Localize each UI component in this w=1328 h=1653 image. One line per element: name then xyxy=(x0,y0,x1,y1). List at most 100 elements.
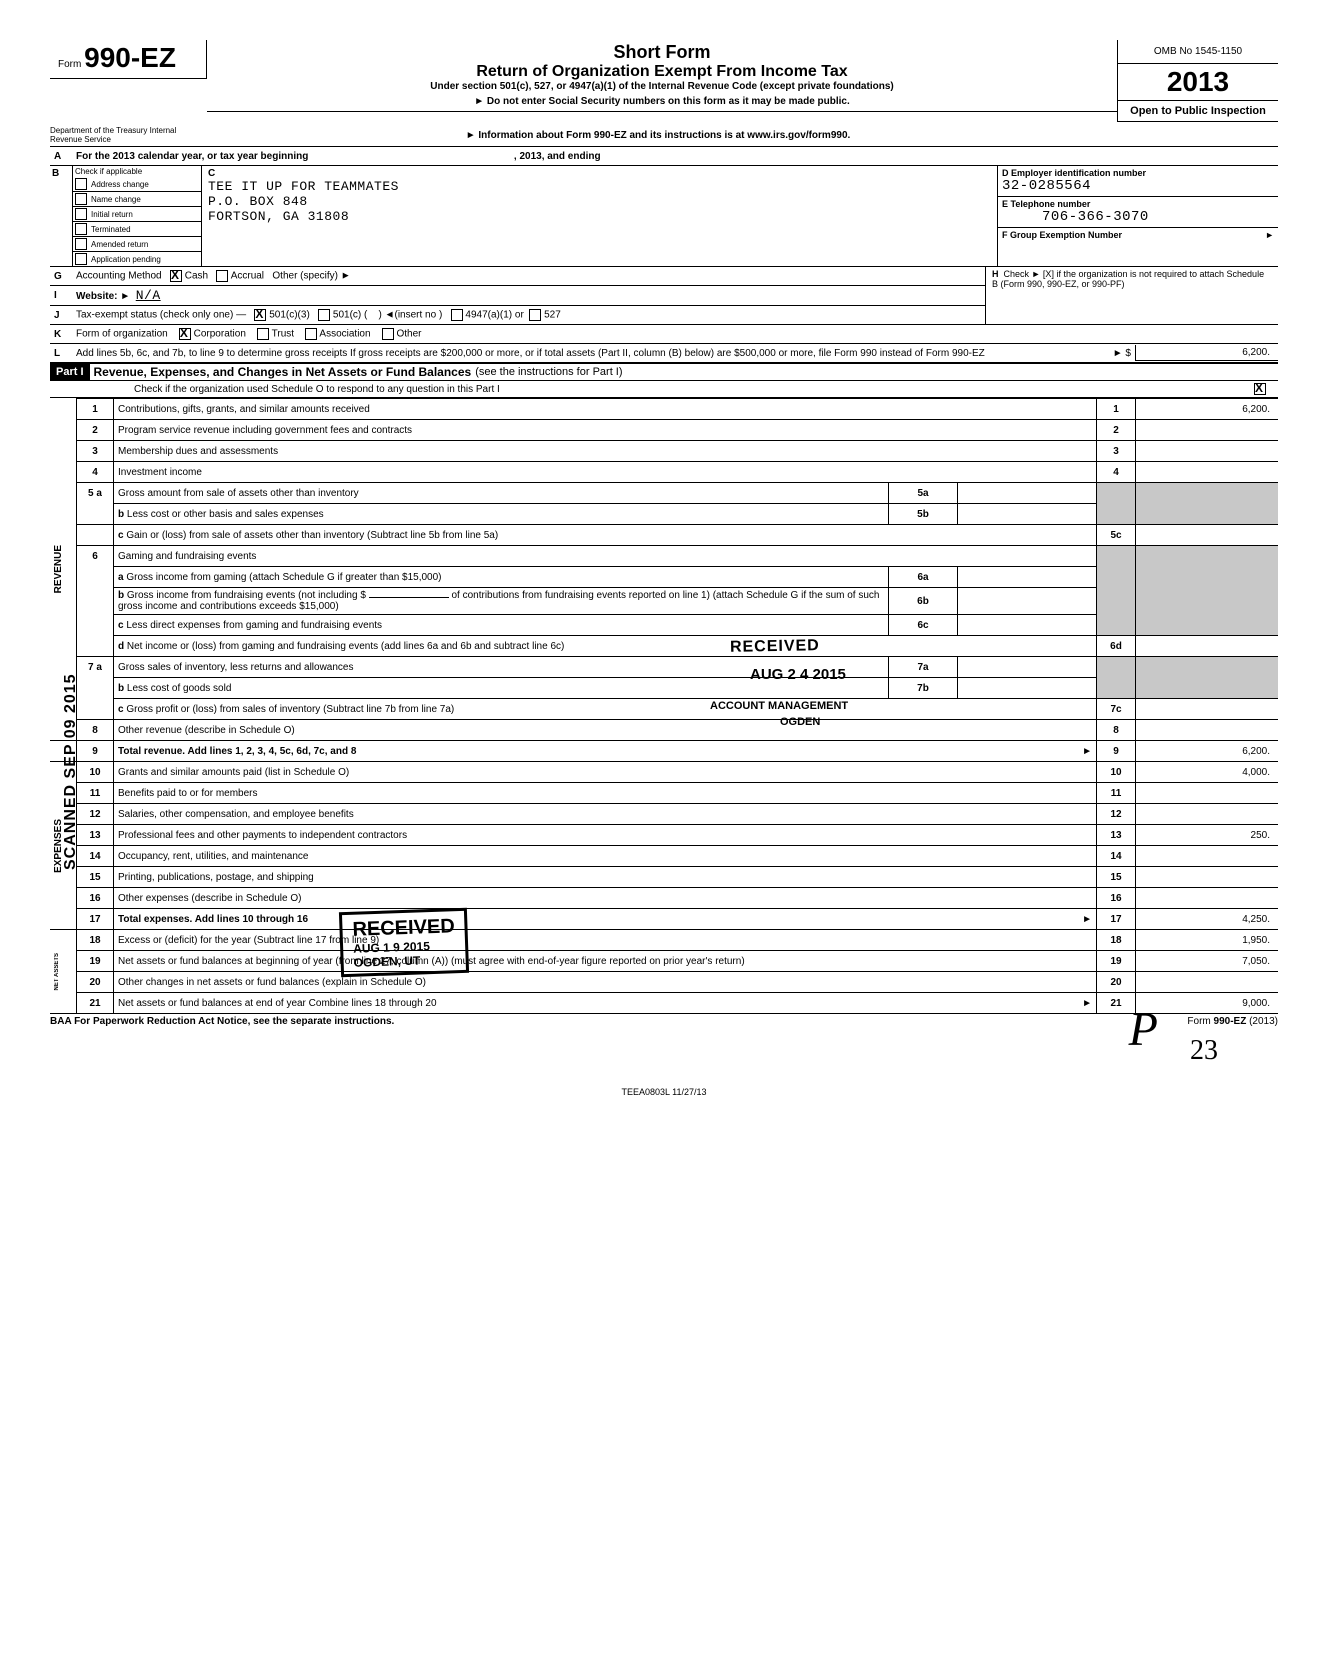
form-header: Form 990-EZ Short Form Return of Organiz… xyxy=(50,40,1278,122)
ein: 32-0285564 xyxy=(1002,178,1091,194)
side-assets: NET ASSETS xyxy=(54,953,60,990)
part-1-table: REVENUE 1 Contributions, gifts, grants, … xyxy=(50,398,1278,1014)
line-11-desc: Benefits paid to or for members xyxy=(114,783,1097,804)
phone: 706-366-3070 xyxy=(1002,209,1149,225)
check-assoc[interactable] xyxy=(305,328,317,340)
d-row: D Employer identification number 32-0285… xyxy=(998,166,1278,197)
check-4947[interactable] xyxy=(451,309,463,321)
website: N/A xyxy=(136,288,161,303)
line-6c-desc: Less direct expenses from gaming and fun… xyxy=(126,620,382,631)
letter-i: I xyxy=(50,290,72,301)
row-num: 1 xyxy=(77,399,114,420)
line-19-val: 7,050. xyxy=(1136,951,1279,972)
line-8-desc: Other revenue (describe in Schedule O) xyxy=(114,720,1097,741)
line-6b-desc: Gross income from fundraising events (no… xyxy=(127,590,366,601)
f-row: F Group Exemption Number ► xyxy=(998,228,1278,242)
letter-a: A xyxy=(50,151,72,162)
check-amended[interactable]: Amended return xyxy=(73,237,201,252)
h-text: Check ► [X] if the organization is not r… xyxy=(992,269,1264,289)
stamp-received-2: RECEIVED AUG 1 9 2015 OGDEN, UT xyxy=(339,908,469,977)
check-cash[interactable] xyxy=(170,270,182,282)
dept-row: Department of the Treasury Internal Reve… xyxy=(50,122,1278,147)
line-6d-desc: Net income or (loss) from gaming and fun… xyxy=(127,641,564,652)
line-15-desc: Printing, publications, postage, and shi… xyxy=(114,867,1097,888)
a-mid: , 2013, and ending xyxy=(514,151,601,162)
open-public: Open to Public Inspection xyxy=(1118,101,1278,121)
line-18-val: 1,950. xyxy=(1136,930,1279,951)
line-6a-desc: Gross income from gaming (attach Schedul… xyxy=(126,572,441,583)
letter-l: L xyxy=(50,348,72,359)
page-mark: 23 xyxy=(1190,1035,1218,1067)
form-word: Form xyxy=(58,59,81,70)
check-corp[interactable] xyxy=(179,328,191,340)
part-1-paren: (see the instructions for Part I) xyxy=(471,366,622,378)
omb-number: OMB No 1545-1150 xyxy=(1118,40,1278,64)
l-value: 6,200. xyxy=(1135,345,1278,361)
line-13-desc: Professional fees and other payments to … xyxy=(114,825,1097,846)
line-5a-desc: Gross amount from sale of assets other t… xyxy=(114,483,889,504)
check-accrual[interactable] xyxy=(216,270,228,282)
footer-code: TEEA0803L 11/27/13 xyxy=(50,1087,1278,1097)
addr-2: FORTSON, GA 31808 xyxy=(208,209,991,224)
line-2-desc: Program service revenue including govern… xyxy=(114,420,1097,441)
b-label: Check if applicable xyxy=(73,166,201,177)
check-501c[interactable] xyxy=(318,309,330,321)
line-6-desc: Gaming and fundraising events xyxy=(114,546,1097,567)
h-box: H Check ► [X] if the organization is not… xyxy=(985,267,1278,324)
addr-1: P.O. BOX 848 xyxy=(208,194,991,209)
line-4-desc: Investment income xyxy=(114,462,1097,483)
schedule-o-checkbox[interactable] xyxy=(1254,383,1266,395)
title-box: Short Form Return of Organization Exempt… xyxy=(207,40,1117,112)
check-address[interactable]: Address change xyxy=(73,177,201,192)
part-1-label: Part I xyxy=(50,364,90,380)
l-arrow: ► $ xyxy=(1091,348,1135,359)
line-5b-desc: Less cost or other basis and sales expen… xyxy=(127,509,324,520)
check-initial[interactable]: Initial return xyxy=(73,207,201,222)
line-10-desc: Grants and similar amounts paid (list in… xyxy=(114,762,1097,783)
letter-c: C xyxy=(208,168,215,179)
title-under: Under section 501(c), 527, or 4947(a)(1)… xyxy=(217,81,1107,92)
line-10-val: 4,000. xyxy=(1136,762,1279,783)
check-527[interactable] xyxy=(529,309,541,321)
title-main: Short Form xyxy=(217,42,1107,63)
letter-g: G xyxy=(50,271,72,282)
line-17-desc: Total expenses. Add lines 10 through 16 xyxy=(118,914,308,925)
line-19-desc: Net assets or fund balances at beginning… xyxy=(114,951,1097,972)
tax-year: 2013 xyxy=(1118,64,1278,101)
line-7a-desc: Gross sales of inventory, less returns a… xyxy=(114,657,889,678)
side-revenue: REVENUE xyxy=(54,545,64,593)
org-name: TEE IT UP FOR TEAMMATES xyxy=(208,179,991,194)
line-17-val: 4,250. xyxy=(1136,909,1279,930)
baa-notice: BAA For Paperwork Reduction Act Notice, … xyxy=(50,1016,394,1027)
footer: BAA For Paperwork Reduction Act Notice, … xyxy=(50,1014,1278,1027)
form-of-org: Form of organization Corporation Trust A… xyxy=(72,326,1278,342)
line-21-desc: Net assets or fund balances at end of ye… xyxy=(118,998,437,1009)
accounting-method: Accounting Method Cash Accrual Other (sp… xyxy=(72,268,985,284)
omb-box: OMB No 1545-1150 2013 Open to Public Ins… xyxy=(1117,40,1278,122)
line-18-desc: Excess or (deficit) for the year (Subtra… xyxy=(114,930,1097,951)
line-3-desc: Membership dues and assessments xyxy=(114,441,1097,462)
line-16-desc: Other expenses (describe in Schedule O) xyxy=(114,888,1097,909)
check-column: Check if applicable Address change Name … xyxy=(73,166,202,266)
e-row: E Telephone number 706-366-3070 xyxy=(998,197,1278,228)
line-1-val: 6,200. xyxy=(1136,399,1279,420)
check-pending[interactable]: Application pending xyxy=(73,252,201,266)
a-text: For the 2013 calendar year, or tax year … xyxy=(76,151,308,162)
line-a: A For the 2013 calendar year, or tax yea… xyxy=(50,147,1278,166)
check-trust[interactable] xyxy=(257,328,269,340)
schedule-o-check-text: Check if the organization used Schedule … xyxy=(54,384,1136,395)
check-501c3[interactable] xyxy=(254,309,266,321)
letter-b: B xyxy=(50,166,73,266)
line-9-desc: Total revenue. Add lines 1, 2, 3, 4, 5c,… xyxy=(118,746,356,757)
tax-exempt-status: Tax-exempt status (check only one) — 501… xyxy=(72,307,985,323)
line-20-desc: Other changes in net assets or fund bala… xyxy=(114,972,1097,993)
line-2-val xyxy=(1136,420,1279,441)
check-other[interactable] xyxy=(382,328,394,340)
check-terminated[interactable]: Terminated xyxy=(73,222,201,237)
l-text: Add lines 5b, 6c, and 7b, to line 9 to d… xyxy=(72,346,1091,361)
signature-initial: P xyxy=(1129,1002,1158,1057)
line-7b-desc: Less cost of goods sold xyxy=(127,683,232,694)
check-name[interactable]: Name change xyxy=(73,192,201,207)
dept-label: Department of the Treasury Internal Reve… xyxy=(50,122,198,146)
name-address-box: C TEE IT UP FOR TEAMMATES P.O. BOX 848 F… xyxy=(202,166,997,266)
